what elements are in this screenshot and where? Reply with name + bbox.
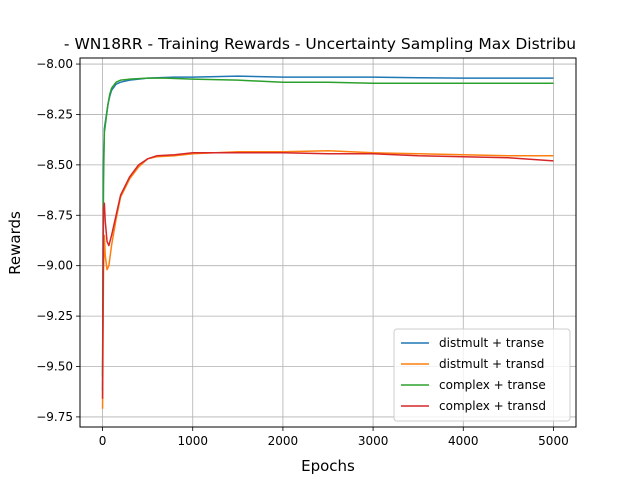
x-tick-label: 5000 [538,434,569,448]
y-axis-label: Rewards [6,211,24,275]
y-axis-ticks: −8.00 −8.25 −8.50 −8.75 −9.00 −9.25 −9.50 −9.75 [36,57,80,424]
y-tick-label: −8.75 [36,208,73,222]
x-axis-label: Epochs [301,457,355,475]
legend-label: distmult + transd [439,357,544,371]
legend-label: distmult + transe [439,336,544,350]
gridlines [80,58,576,427]
legend-box [393,328,571,422]
y-tick-label: −9.75 [36,410,73,424]
x-tick-label: 4000 [448,434,479,448]
legend-label: complex + transe [439,378,546,392]
plot-frame [79,57,577,428]
y-tick-label: −9.50 [36,360,73,374]
chart-title: - WN18RR - Training Rewards - Uncertaint… [64,35,576,53]
legend-label: complex + transd [439,399,546,413]
series-lines [101,75,554,409]
x-tick-label: 2000 [268,434,299,448]
x-tick-label: 0 [99,434,107,448]
x-axis-ticks: 0 1000 2000 3000 4000 5000 [99,427,569,448]
series-line-2 [101,77,554,377]
y-tick-label: −8.25 [36,107,73,121]
series-line-3 [101,152,554,399]
legend: distmult + transe distmult + transd comple… [393,328,571,422]
y-tick-label: −8.00 [36,57,73,71]
x-tick-label: 3000 [358,434,389,448]
y-tick-label: −8.50 [36,158,73,172]
y-tick-label: −9.25 [36,309,73,323]
y-tick-label: −9.00 [36,259,73,273]
x-tick-label: 1000 [177,434,208,448]
